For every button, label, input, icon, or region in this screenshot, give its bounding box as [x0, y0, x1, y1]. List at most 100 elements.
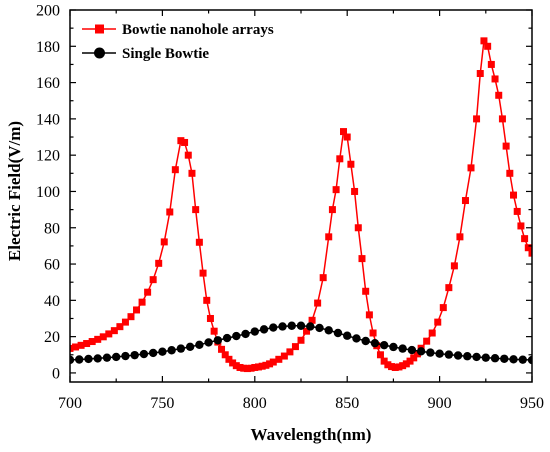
data-point: [232, 331, 241, 341]
data-point: [453, 351, 463, 360]
data-point: [407, 345, 417, 355]
data-point: [416, 347, 426, 356]
data-point: [199, 269, 207, 277]
data-point: [402, 360, 410, 368]
data-point: [379, 340, 389, 350]
data-point: [213, 336, 223, 345]
data-point: [221, 351, 229, 359]
data-point: [502, 142, 510, 150]
data-point: [517, 222, 525, 230]
data-point: [324, 326, 333, 335]
data-point: [206, 314, 214, 322]
data-point: [93, 354, 102, 363]
data-point: [188, 169, 196, 177]
data-point: [426, 348, 435, 357]
data-point: [476, 70, 484, 78]
data-point: [240, 364, 248, 372]
data-point: [332, 186, 340, 194]
data-point: [287, 321, 296, 330]
data-point: [203, 296, 211, 304]
data-point: [369, 329, 377, 337]
data-point: [70, 355, 75, 365]
data-point: [84, 354, 93, 364]
data-point: [495, 91, 503, 99]
data-point: [306, 322, 315, 331]
data-point: [195, 238, 203, 246]
data-point: [362, 287, 370, 295]
data-point: [192, 206, 200, 214]
data-point: [498, 115, 506, 123]
data-point: [121, 351, 130, 361]
data-point: [527, 355, 532, 365]
data-point: [232, 362, 240, 370]
data-point: [167, 346, 176, 355]
data-point: [388, 363, 396, 371]
data-point: [72, 343, 80, 351]
data-point: [352, 334, 361, 343]
data-point: [398, 344, 407, 353]
data-point: [130, 350, 139, 360]
data-point: [413, 350, 421, 358]
data-point: [333, 328, 343, 338]
data-point: [428, 329, 436, 337]
data-point: [399, 362, 407, 370]
data-point: [222, 333, 232, 343]
data-point: [116, 323, 124, 331]
data-point: [210, 327, 218, 335]
legend-marker: [94, 47, 105, 59]
y-tick-label: 60: [44, 257, 60, 274]
y-tick-label: 160: [36, 75, 60, 92]
data-point: [509, 355, 518, 364]
y-tick-label: 20: [44, 329, 60, 346]
legend-entry-1: Bowtie nanohole arrays: [82, 22, 274, 38]
data-point: [315, 323, 324, 333]
x-tick-label: 950: [520, 395, 544, 412]
data-point: [513, 207, 521, 215]
x-tick-label: 850: [335, 395, 359, 412]
data-point: [280, 352, 288, 360]
data-point: [148, 348, 158, 358]
data-point: [133, 306, 141, 314]
data-point: [195, 340, 204, 349]
data-point: [225, 355, 233, 363]
data-point: [262, 361, 270, 369]
data-point: [343, 331, 352, 340]
data-point: [410, 354, 418, 362]
data-point: [450, 262, 458, 270]
data-point: [491, 75, 499, 83]
x-tick-label: 750: [150, 395, 174, 412]
data-point: [351, 187, 359, 195]
y-tick-label: 80: [44, 220, 60, 237]
data-point: [434, 318, 442, 326]
data-point: [278, 322, 287, 331]
data-point: [510, 191, 518, 199]
data-point: [500, 354, 509, 363]
data-point: [365, 311, 373, 319]
data-point: [467, 164, 475, 172]
data-point: [171, 166, 179, 174]
y-tick-label: 120: [36, 148, 60, 165]
data-point: [472, 352, 481, 362]
data-point: [308, 316, 316, 324]
data-point: [296, 321, 306, 330]
data-point: [347, 160, 355, 168]
data-point: [423, 337, 431, 345]
y-tick-label: 0: [52, 365, 60, 382]
data-point: [218, 345, 226, 353]
data-point: [286, 348, 294, 356]
data-point: [149, 276, 157, 284]
data-point: [258, 362, 266, 370]
y-axis-title: Electric Field(V/m): [5, 121, 24, 261]
data-point: [181, 138, 189, 146]
data-point: [88, 338, 96, 346]
data-point: [275, 355, 283, 363]
data-point: [229, 359, 237, 367]
data-point: [99, 333, 107, 341]
data-point: [185, 342, 195, 351]
data-point: [241, 329, 250, 339]
data-point: [444, 350, 454, 359]
data-point: [70, 344, 74, 352]
data-point: [269, 323, 278, 332]
data-point: [303, 327, 311, 335]
x-tick-label: 800: [243, 395, 267, 412]
